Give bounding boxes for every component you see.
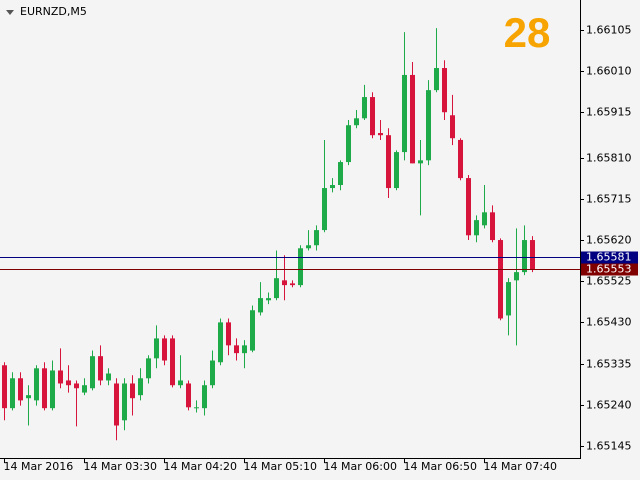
candle-body	[474, 220, 479, 236]
candle-body	[42, 368, 47, 409]
candle-body	[314, 230, 319, 246]
price-label-box	[581, 251, 638, 264]
y-tick-label: 1.65915	[586, 106, 632, 119]
candle-body	[234, 345, 239, 354]
y-tick-label: 1.65810	[586, 152, 632, 165]
candle-body	[82, 385, 87, 393]
candle-body	[162, 338, 167, 361]
candle-body	[154, 338, 159, 359]
candle-body	[58, 370, 63, 384]
candle-body	[98, 356, 103, 381]
candle-body	[346, 125, 351, 163]
y-tick-label: 1.66010	[586, 65, 632, 78]
x-tick-label: 14 Mar 05:10	[244, 460, 317, 473]
y-tick-label: 1.65715	[586, 193, 632, 206]
candle-body	[218, 322, 223, 363]
candle-body	[394, 152, 399, 189]
menu-arrow[interactable]	[6, 10, 14, 15]
candle-body	[130, 383, 135, 399]
candle-body	[66, 380, 71, 386]
candle-body	[370, 97, 375, 136]
candle-body	[482, 212, 487, 226]
y-tick-label: 1.65620	[586, 234, 632, 247]
candle-body	[378, 133, 383, 136]
candle-body	[458, 139, 463, 179]
candle-body	[2, 365, 7, 409]
candle-body	[10, 378, 15, 409]
candle-body	[402, 74, 407, 153]
candle-body	[418, 160, 423, 164]
candle-body	[442, 68, 447, 113]
x-tick-label: 14 Mar 07:40	[484, 460, 557, 473]
price-label: 1.65581	[586, 251, 632, 264]
x-tick-label: 14 Mar 06:00	[324, 460, 397, 473]
candle-body	[282, 280, 287, 286]
candle-body	[226, 322, 231, 346]
candle-body	[426, 90, 431, 161]
candle-body	[506, 282, 511, 316]
candle-body	[34, 368, 39, 401]
candle-body	[362, 97, 367, 119]
candle-body	[434, 68, 439, 91]
candle-body	[530, 240, 535, 270]
candle-body	[354, 118, 359, 126]
candle-body	[290, 283, 295, 286]
y-tick-label: 1.65430	[586, 316, 632, 329]
candle-body	[146, 358, 151, 379]
x-tick-label: 14 Mar 2016	[4, 460, 74, 473]
price-label: 1.65553	[586, 263, 632, 276]
candle-body	[242, 345, 247, 354]
candle-body	[274, 278, 279, 299]
candle-body	[338, 162, 343, 186]
candle-body	[210, 360, 215, 386]
candle-body	[322, 188, 327, 231]
candle-body	[514, 272, 519, 281]
candle-body	[186, 383, 191, 408]
candle-body	[258, 298, 263, 313]
candle-body	[202, 385, 207, 409]
candle-body	[114, 383, 119, 426]
candle-body	[298, 248, 303, 286]
y-tick-label: 1.65240	[586, 399, 632, 412]
candle-body	[386, 135, 391, 189]
price-label-box	[581, 263, 638, 276]
candle-body	[490, 212, 495, 241]
candle-body	[194, 407, 199, 409]
candle-body	[50, 370, 55, 409]
y-tick-label: 1.65525	[586, 275, 632, 288]
y-tick-label: 1.65145	[586, 440, 632, 453]
y-tick-label: 1.66105	[586, 24, 632, 37]
x-tick-label: 14 Mar 04:20	[164, 460, 237, 473]
annotation: 28	[504, 9, 551, 56]
candle-body	[522, 240, 527, 273]
x-tick-label: 14 Mar 03:30	[84, 460, 157, 473]
chart-title: EURNZD,M5	[20, 5, 87, 18]
candle-body	[106, 373, 111, 381]
candle-body	[410, 74, 415, 164]
candle-body	[330, 185, 335, 189]
candle-body	[250, 310, 255, 351]
candle-body	[26, 395, 31, 399]
candle-body	[122, 383, 127, 421]
x-tick-label: 14 Mar 06:50	[404, 460, 477, 473]
candle-body	[450, 115, 455, 139]
candle-body	[178, 380, 183, 386]
candle-body	[498, 240, 503, 319]
candle-body	[74, 383, 79, 389]
candle-body	[18, 378, 23, 401]
candle-body	[170, 338, 175, 386]
candle-body	[306, 245, 311, 249]
candle-body	[266, 298, 271, 301]
candle-body	[90, 356, 95, 389]
candle-body	[138, 378, 143, 396]
candle-body	[466, 178, 471, 236]
y-tick-label: 1.65335	[586, 358, 632, 371]
